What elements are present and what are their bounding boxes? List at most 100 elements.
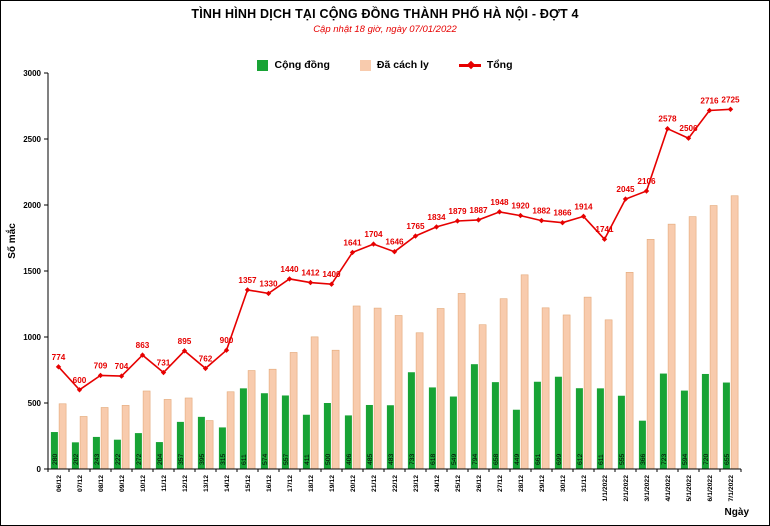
bar-da-cach-ly [226,391,235,470]
bar-value-label: 357 [178,453,185,465]
category-label: 09/12 [119,475,126,492]
tong-value-label: 1914 [574,202,593,211]
bar-value-label: 720 [703,453,710,465]
bar-cong-dong [176,421,184,469]
category-label: 5/1/2022 [686,475,693,502]
bar-value-label: 611 [241,454,248,465]
line-marker [391,249,398,255]
category-label: 23/12 [413,475,420,492]
category-label: 11/12 [161,475,168,492]
bar-value-label: 485 [367,453,374,465]
bar-value-label: 315 [220,453,227,465]
bar-cong-dong [722,382,730,469]
bar-value-label: 594 [682,453,689,465]
bar-value-label: 243 [94,453,101,465]
line-marker [475,217,482,223]
category-label: 6/1/2022 [707,475,714,502]
bar-cong-dong [239,388,247,469]
tong-value-label: 2578 [658,115,677,124]
line-marker [601,236,608,242]
bar-cong-dong [71,442,79,469]
bar-value-label: 406 [346,453,353,465]
legend-label: Đã cách ly [376,59,429,71]
line-marker [496,209,503,215]
bar-da-cach-ly [709,205,718,470]
bar-value-label: 366 [640,453,647,465]
category-label: 24/12 [434,475,441,492]
category-label: 19/12 [329,475,336,492]
line-marker [433,224,440,230]
line-marker [307,279,314,286]
tong-value-label: 762 [199,354,213,363]
red-line-swatch-icon [458,60,481,69]
bar-da-cach-ly [121,405,130,470]
y-tick-label: 1000 [23,333,41,342]
bar-cong-dong [449,396,457,469]
tong-value-label: 1400 [322,270,341,279]
bar-da-cach-ly [394,315,403,470]
line-marker [622,196,629,202]
bar-cong-dong [92,436,100,469]
bar-cong-dong [659,373,667,469]
legend-item-tong: Tổng [458,59,513,71]
tong-value-label: 1440 [280,265,299,274]
y-tick-label: 3000 [23,69,41,78]
bar-da-cach-ly [667,223,676,470]
tong-value-label: 1641 [343,238,362,247]
x-axis-title: Ngày [725,507,750,518]
bar-value-label: 794 [472,453,479,465]
y-tick-label: 500 [28,399,42,408]
bar-value-label: 612 [577,453,584,465]
tong-value-label: 1948 [490,198,509,207]
category-label: 27/12 [497,475,504,492]
bar-cong-dong [470,364,478,469]
chart-subtitle: Cập nhật 18 giờ, ngày 07/01/2022 [313,24,457,35]
line-marker [76,387,83,393]
bar-cong-dong [134,433,142,469]
bar-da-cach-ly [499,298,508,470]
bar-value-label: 723 [661,453,668,465]
bar-da-cach-ly [184,397,193,470]
category-label: 26/12 [476,475,483,492]
category-label: 31/12 [581,475,588,492]
tong-value-label: 600 [73,376,87,385]
tong-value-label: 1887 [469,206,488,215]
category-label: 18/12 [308,475,315,492]
bar-cong-dong [344,415,352,469]
category-label: 08/12 [98,475,105,492]
line-marker [664,126,671,132]
tong-value-label: 1879 [448,207,467,216]
bar-value-label: 574 [262,453,269,465]
line-marker [643,188,650,194]
bar-cong-dong [218,427,226,469]
category-label: 16/12 [266,475,273,492]
line-marker [286,276,293,282]
bar-cong-dong [533,381,541,469]
tong-value-label: 1330 [259,279,278,288]
axes [47,73,741,470]
category-label: 29/12 [539,475,546,492]
chart-legend: Cộng đồng Đã cách ly Tổng [1,59,769,71]
bar-value-label: 202 [73,453,80,465]
bar-cong-dong [281,395,289,469]
tong-value-label: 900 [220,336,234,345]
bar-da-cach-ly [310,336,319,470]
bar-da-cach-ly [205,420,214,470]
bar-cong-dong [701,373,709,469]
legend-item-da-cach-ly: Đã cách ly [359,59,429,71]
bar-da-cach-ly [163,399,172,470]
bar-value-label: 280 [52,453,59,465]
bar-da-cach-ly [646,239,655,470]
line-marker [118,373,125,379]
bar-value-label: 483 [388,453,395,465]
line-marker [244,287,251,293]
category-label: 3/1/2022 [644,475,651,502]
bar-da-cach-ly [436,308,445,470]
y-tick-label: 1500 [23,267,41,276]
category-label: 07/12 [77,475,84,492]
category-label: 1/1/2022 [602,475,609,502]
bar-value-label: 555 [619,453,626,465]
bar-cong-dong [302,414,310,469]
chart-title: TÌNH HÌNH DỊCH TẠI CỘNG ĐỒNG THÀNH PHỐ H… [191,7,579,21]
bar-value-label: 661 [535,453,542,465]
